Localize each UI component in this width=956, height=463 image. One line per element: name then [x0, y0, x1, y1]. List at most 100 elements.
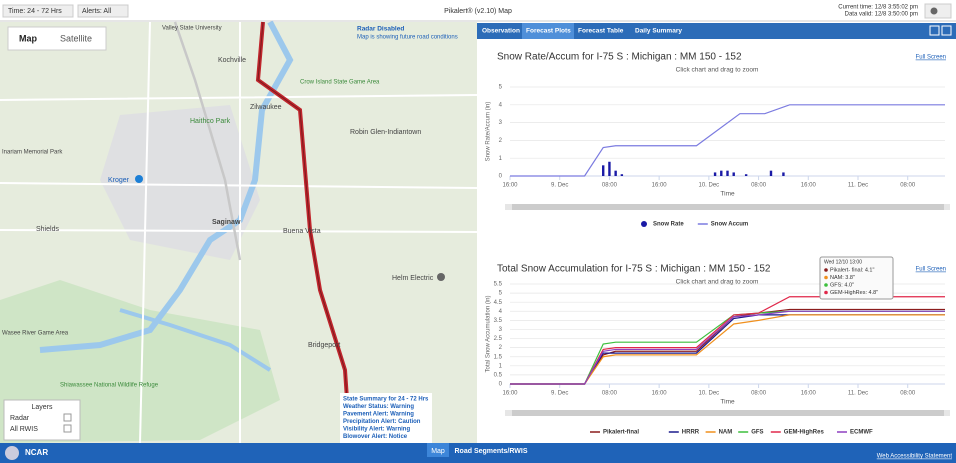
scrollbar-thumb[interactable] — [512, 410, 944, 416]
settings-icon[interactable] — [930, 7, 938, 15]
x-tick-label: 11. Dec — [848, 183, 868, 189]
map-label: Kochville — [218, 57, 246, 64]
radar-notice-text: Map is showing future road conditions — [357, 35, 458, 41]
layer-label: Radar — [10, 415, 30, 422]
x-axis-label: Time — [720, 191, 735, 198]
map-label: Kroger — [108, 177, 130, 184]
map: Map Satellite Radar Disabled Map is show… — [0, 20, 478, 444]
footer-tab-active[interactable] — [427, 443, 449, 457]
y-tick-label: 3 — [499, 120, 503, 126]
x-axis-label: Time — [720, 399, 735, 406]
y-axis-label: Snow Rate/Accum (in) — [486, 102, 492, 162]
bar — [732, 172, 735, 176]
y-tick-label: 1.5 — [494, 354, 503, 360]
plot-panel — [477, 22, 956, 443]
x-tick-label: 08:00 — [900, 183, 916, 189]
layers-title: Layers — [31, 404, 53, 411]
settings-button[interactable] — [924, 3, 952, 19]
legend-label[interactable]: ECMWF — [850, 430, 873, 436]
layer-checkbox[interactable] — [63, 424, 72, 433]
tab[interactable]: Observation — [482, 28, 520, 35]
layer-checkbox[interactable] — [63, 413, 72, 422]
plot-subtitle: Click chart and drag to zoom — [676, 279, 759, 286]
footer-tab[interactable]: Road Segments/RWIS — [455, 448, 528, 455]
alerts-filter-label[interactable]: Alerts: All — [82, 8, 112, 15]
state-summary-line: Blowover Alert: Notice — [343, 434, 408, 440]
toolbar — [0, 0, 956, 21]
y-tick-label: 4.5 — [494, 300, 503, 306]
tooltip — [819, 256, 894, 300]
map-button[interactable]: Map — [19, 33, 38, 43]
map-label: Wasee River Game Area — [2, 331, 69, 337]
series-line — [510, 104, 945, 177]
map-label: Zilwaukee — [250, 104, 282, 111]
bar — [769, 170, 773, 176]
tab-bar — [477, 23, 956, 39]
full-screen-link[interactable]: Full Screen — [916, 267, 946, 273]
legend-label[interactable]: HRRR — [682, 430, 700, 436]
state-summary-line: Visibility Alert: Warning — [343, 427, 410, 433]
scrollbar-thumb[interactable] — [512, 204, 944, 210]
tab-active[interactable] — [522, 23, 574, 39]
i75-route-center — [257, 21, 351, 444]
full-screen-link[interactable]: Full Screen — [916, 55, 946, 61]
legend-label[interactable]: Snow Accum — [711, 222, 748, 228]
tooltip-line: NAM: 3.8" — [830, 275, 855, 281]
x-tick-label: 11. Dec — [848, 391, 868, 397]
y-tick-label: 0 — [499, 174, 503, 180]
alerts-filter[interactable] — [77, 4, 129, 18]
footer-tab[interactable]: Map — [431, 448, 445, 455]
map-poi[interactable] — [135, 175, 143, 183]
x-tick-label: 10. Dec — [699, 391, 720, 397]
y-tick-label: 1 — [499, 156, 503, 162]
app-title: Pikalert® (v2.10) Map — [444, 7, 512, 15]
legend-label[interactable]: GEM-HighRes — [784, 430, 825, 436]
y-tick-label: 0 — [499, 382, 503, 388]
x-tick-label: 9. Dec — [551, 391, 568, 397]
y-tick-label: 4 — [499, 102, 503, 108]
tab[interactable]: Daily Summary — [635, 28, 682, 35]
tooltip-dot — [824, 268, 828, 272]
y-tick-label: 1 — [499, 363, 503, 369]
x-tick-label: 16:00 — [652, 183, 668, 189]
plot-subtitle: Click chart and drag to zoom — [676, 67, 759, 74]
x-tick-label: 16:00 — [801, 391, 817, 397]
map-poi[interactable] — [437, 273, 445, 281]
bar — [744, 174, 748, 176]
series-line — [510, 310, 945, 385]
tooltip-line: GFS: 4.0" — [830, 282, 854, 288]
series-line — [510, 310, 945, 385]
legend-label[interactable]: GFS — [751, 430, 763, 436]
legend-label[interactable]: Pikalert-final — [603, 430, 639, 436]
footer-link[interactable]: Web Accessibility Statement — [877, 454, 953, 460]
legend-label[interactable]: Snow Rate — [653, 222, 684, 228]
satellite-button[interactable]: Satellite — [60, 33, 92, 43]
map-label: Valley State University — [162, 26, 222, 32]
bar — [602, 165, 605, 176]
data-valid: Data valid: 12/8 3:50:00 pm — [845, 12, 918, 18]
map-label: Shields — [36, 226, 59, 233]
time-filter-label[interactable]: Time: 24 - 72 Hrs — [8, 8, 62, 15]
state-summary-line: Pavement Alert: Warning — [343, 412, 414, 418]
plot-title: Total Snow Accumulation for I-75 S : Mic… — [497, 264, 771, 275]
legend-symbol[interactable] — [641, 221, 647, 227]
x-tick-label: 10. Dec — [699, 183, 720, 189]
plot-title: Snow Rate/Accum for I-75 S : Michigan : … — [497, 52, 742, 63]
x-tick-label: 08:00 — [602, 391, 618, 397]
map-river — [119, 308, 272, 372]
y-tick-label: 2.5 — [494, 336, 503, 342]
map-label: Inariam Memorial Park — [2, 150, 63, 156]
map-urban — [100, 105, 260, 260]
x-tick-label: 08:00 — [602, 183, 618, 189]
legend-label[interactable]: NAM — [719, 430, 733, 436]
close-button[interactable] — [941, 25, 952, 36]
time-filter[interactable] — [2, 4, 74, 18]
x-tick-label: 16:00 — [502, 183, 518, 189]
tab[interactable]: Forecast Plots — [526, 28, 571, 35]
y-tick-label: 2 — [499, 138, 503, 144]
bar — [782, 172, 785, 176]
maximize-button[interactable] — [929, 25, 940, 36]
footer-org[interactable]: NCAR — [25, 448, 48, 457]
tab[interactable]: Forecast Table — [578, 28, 624, 35]
